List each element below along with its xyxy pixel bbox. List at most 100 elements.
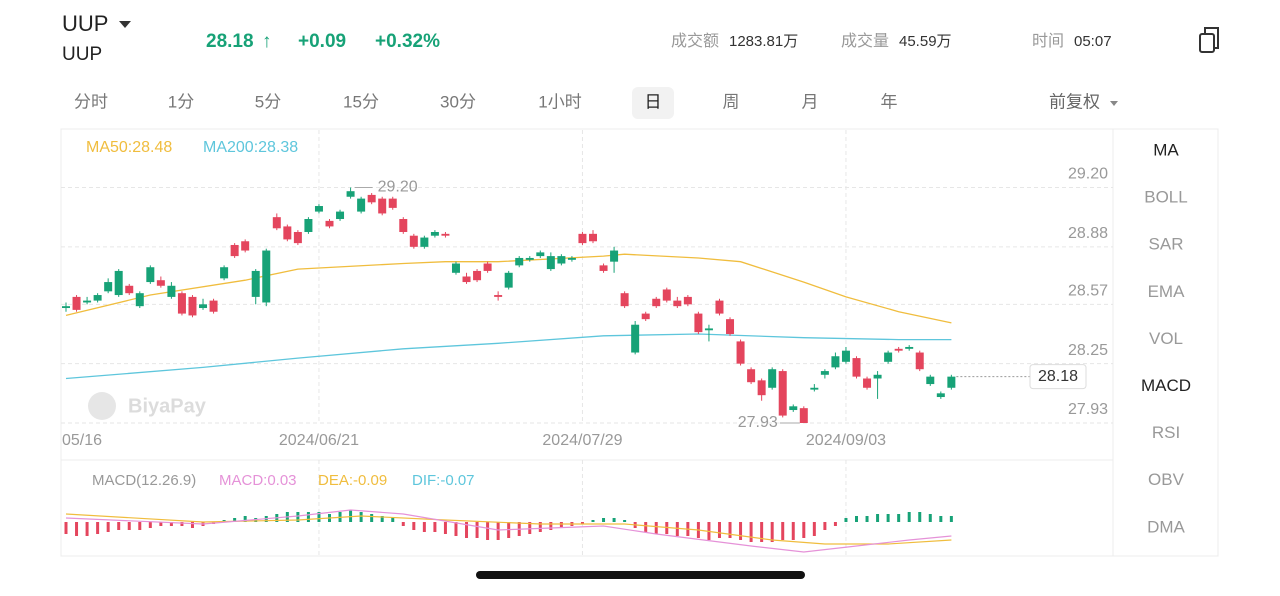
candle-body	[293, 231, 302, 244]
indicator-item[interactable]: VOL	[1149, 329, 1183, 348]
y-tick-label: 27.93	[1068, 401, 1108, 418]
macd-bar	[233, 518, 237, 522]
candle-body	[557, 256, 566, 264]
candle-body	[104, 282, 113, 292]
macd-bar	[833, 522, 837, 526]
macd-bar	[296, 512, 300, 522]
dropdown-caret[interactable]	[119, 21, 131, 28]
candle-body	[388, 198, 397, 208]
arrow: ↑	[262, 31, 272, 52]
macd-bar	[159, 522, 163, 526]
y-tick-label: 28.25	[1068, 342, 1108, 359]
adjust-caret[interactable]	[1110, 101, 1118, 106]
macd-bar	[897, 514, 901, 522]
candle-body	[620, 293, 629, 307]
macd-bar	[306, 512, 310, 522]
symbol[interactable]: UUP	[62, 11, 108, 36]
x-tick-label: 2024/06/21	[279, 432, 359, 449]
candle-body	[673, 300, 682, 307]
candle-body	[947, 376, 956, 388]
macd-bar	[190, 522, 194, 528]
candle-body	[167, 285, 176, 297]
macd-bar	[380, 516, 384, 522]
candle-body	[314, 206, 323, 212]
candle-body	[177, 293, 186, 314]
macd-bar	[644, 522, 648, 532]
macd-bar	[528, 522, 532, 534]
candle-body	[536, 252, 545, 257]
ma-legend: MA50:28.48	[86, 139, 172, 156]
macd-bar	[591, 520, 595, 522]
tab-selected-bg	[632, 87, 674, 119]
candle-body	[905, 346, 914, 349]
timeframe-tab[interactable]: 周	[723, 92, 740, 111]
indicator-item[interactable]: MA	[1153, 140, 1179, 159]
macd-bar	[559, 522, 563, 528]
timeframe-tab[interactable]: 年	[881, 92, 898, 111]
macd-bar	[443, 522, 447, 534]
dif-line	[65, 509, 952, 553]
candle-body	[304, 219, 313, 232]
dea-line	[65, 513, 952, 545]
macd-bar	[422, 522, 426, 532]
candle-body	[726, 319, 735, 334]
timeframe-tab[interactable]: 30分	[440, 92, 476, 111]
indicator-item[interactable]: DMA	[1147, 517, 1185, 536]
macd-bar	[928, 514, 932, 522]
stat-value: 45.59万	[899, 33, 952, 50]
timeframe-tab[interactable]: 15分	[343, 92, 379, 111]
candle-body	[936, 393, 945, 398]
candle-body	[515, 257, 524, 266]
indicator-item[interactable]: RSI	[1152, 423, 1180, 442]
indicator-item[interactable]: SAR	[1149, 235, 1184, 254]
candle-body	[567, 257, 576, 260]
timeframe-tab[interactable]: 分时	[74, 92, 108, 111]
macd-bar	[918, 512, 922, 522]
candle-body	[694, 313, 703, 333]
macd-bar	[412, 522, 416, 530]
y-tick-label: 29.20	[1068, 166, 1108, 183]
candle-body	[114, 270, 123, 296]
candle-body	[125, 285, 134, 294]
ma-legend: MA200:28.38	[203, 139, 298, 156]
macd-bar	[939, 516, 943, 522]
timeframe-tab[interactable]: 月	[802, 92, 819, 111]
candle-body	[525, 257, 534, 260]
macd-bar	[117, 522, 121, 530]
timeframe-tab[interactable]: 1小时	[538, 92, 581, 111]
macd-bar	[549, 522, 553, 530]
macd-bar	[760, 522, 764, 542]
macd-bar	[855, 516, 858, 522]
indicator-item[interactable]: BOLL	[1144, 188, 1187, 207]
macd-bar	[243, 516, 247, 522]
macd-bar	[486, 522, 490, 540]
last-price-tag	[1029, 364, 1087, 390]
candle-body	[325, 220, 334, 227]
timeframe-tab[interactable]: 1分	[168, 92, 194, 111]
adjust-select[interactable]: 前复权	[1049, 92, 1100, 111]
candle-body	[747, 369, 756, 383]
indicator-item[interactable]: OBV	[1148, 470, 1185, 489]
macd-title: MACD(12.26.9)	[92, 472, 196, 489]
indicator-item[interactable]: MACD	[1141, 376, 1191, 395]
macd-bar	[106, 522, 110, 532]
x-tick-label: 2024/07/29	[542, 432, 622, 449]
timeframe-tab[interactable]: 日	[645, 92, 662, 111]
candle-body	[135, 293, 144, 307]
macd-bar	[96, 522, 100, 534]
timeframe-tab[interactable]: 5分	[255, 92, 281, 111]
candle-body	[409, 235, 418, 247]
macd-bar	[454, 522, 458, 536]
candle-body	[262, 250, 271, 303]
macd-bar	[75, 522, 79, 536]
indicator-item[interactable]: EMA	[1148, 282, 1186, 301]
candle-body	[241, 241, 250, 251]
candle-body	[399, 219, 408, 232]
share-icon[interactable]	[1199, 27, 1219, 53]
macd-bar	[876, 514, 880, 522]
candle-body	[451, 263, 460, 273]
macd-bar	[138, 522, 142, 530]
macd-bar	[433, 522, 437, 532]
candle-body	[146, 267, 155, 283]
candle-body	[462, 276, 471, 283]
